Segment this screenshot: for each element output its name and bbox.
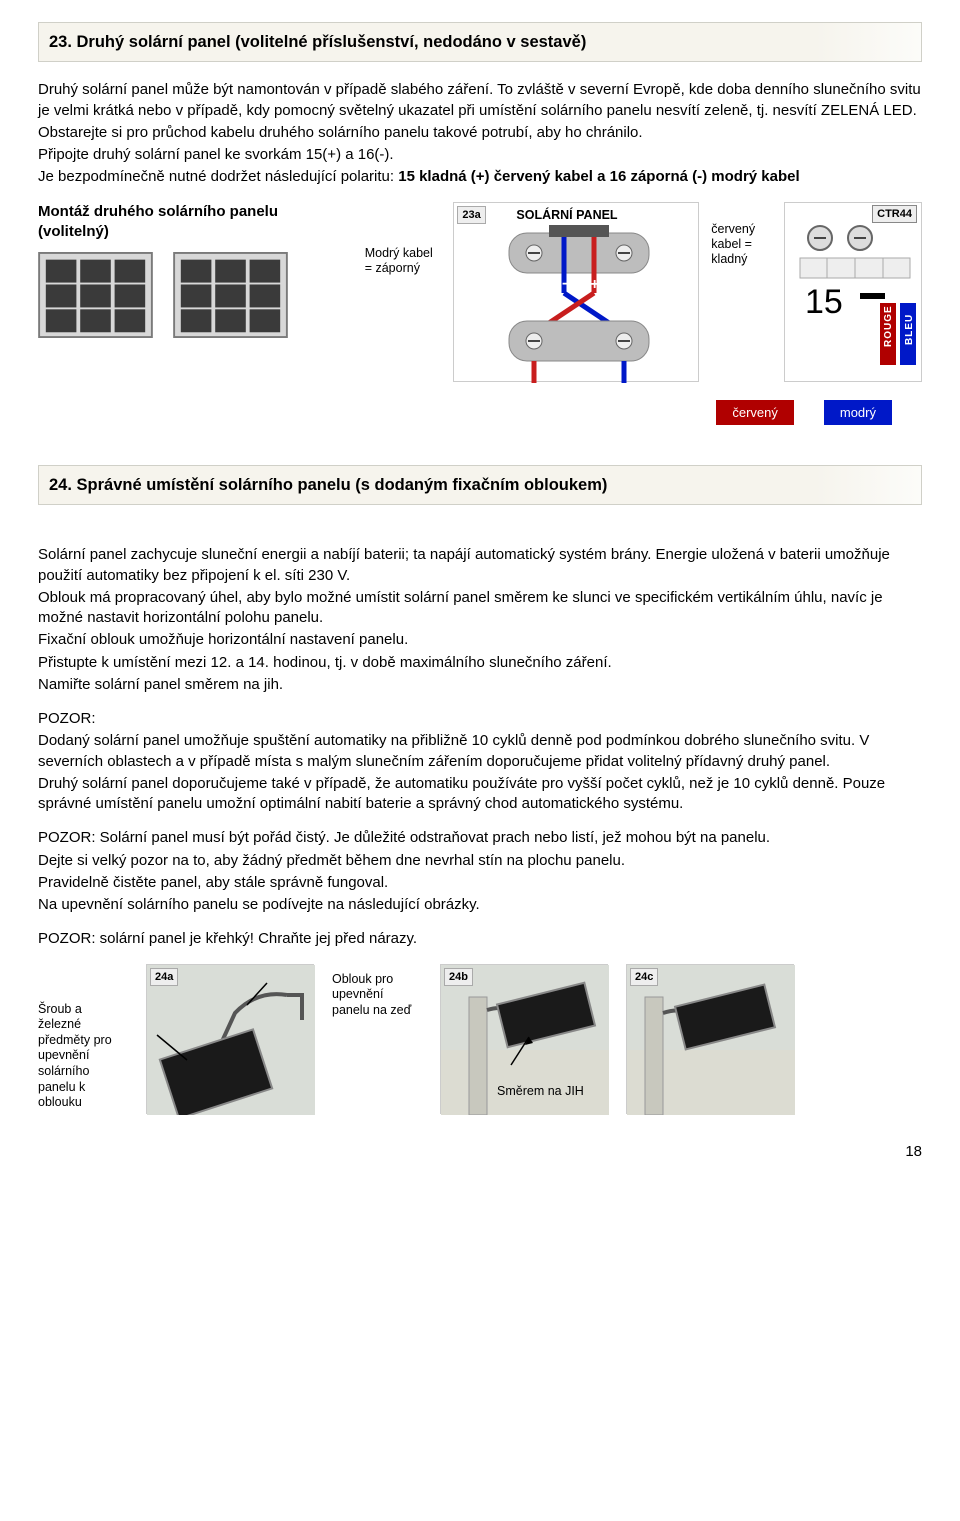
- ctr-svg: 15: [785, 203, 925, 383]
- figure-24a: 24a: [146, 964, 314, 1114]
- two-solar-panels: [38, 252, 353, 338]
- terminal-svg: − +: [454, 203, 704, 383]
- s24-p6: Dejte si velký pozor na to, aby žádný př…: [38, 851, 922, 871]
- section-23-title: 23. Druhý solární panel (volitelné přísl…: [49, 33, 586, 51]
- svg-text:15: 15: [805, 283, 843, 321]
- s24-pozor2-block: POZOR: Solární panel musí být pořád čist…: [38, 828, 922, 915]
- s24-pozor1: POZOR: Dodaný solární panel umožňuje spu…: [38, 709, 922, 814]
- s24-p5: Namiřte solární panel směrem na jih.: [38, 675, 922, 695]
- s24-pozor3: POZOR: solární panel je křehký! Chraňte …: [38, 929, 922, 949]
- red-swatch: červený: [716, 400, 794, 426]
- fig-24c-tag: 24c: [630, 968, 658, 987]
- caption-24a-left: Šroub a železné předměty pro upevnění so…: [38, 964, 128, 1111]
- solar-panel-icon: [173, 252, 288, 338]
- s23-p3: Připojte druhý solární panel ke svorkám …: [38, 145, 922, 165]
- blue-swatch: modrý: [824, 400, 892, 426]
- s23-p4: Je bezpodmínečně nutné dodržet následují…: [38, 167, 922, 187]
- caption-blue-cable: Modrý kabel = záporný: [365, 202, 442, 276]
- figure-24c: 24c: [626, 964, 794, 1114]
- fig-24a-tag: 24a: [150, 968, 178, 987]
- s24-p1: Solární panel zachycuje sluneční energii…: [38, 545, 922, 586]
- s24-p2: Oblouk má propracovaný úhel, aby bylo mo…: [38, 588, 922, 629]
- section-24-title: 24. Správné umístění solárního panelu (s…: [49, 476, 607, 494]
- s23-p2: Obstarejte si pro průchod kabelu druhého…: [38, 123, 922, 143]
- fig24c-svg: [627, 965, 795, 1115]
- solar-panel-icon: [38, 252, 153, 338]
- s24-pozor3-block: POZOR: solární panel je křehký! Chraňte …: [38, 929, 922, 949]
- terminal-diagram: 23a SOLÁRNÍ PANEL − +: [453, 202, 699, 382]
- caption-24a-right: Oblouk pro upevnění panelu na zeď: [332, 964, 422, 1019]
- s24-p4: Přistupte k umístění mezi 12. a 14. hodi…: [38, 653, 922, 673]
- s24-p3: Fixační oblouk umožňuje horizontální nas…: [38, 630, 922, 650]
- svg-text:+: +: [590, 276, 599, 293]
- mounting-figures-row: Šroub a železné předměty pro upevnění so…: [38, 964, 922, 1114]
- s24-p8: Na upevnění solárního panelu se podívejt…: [38, 895, 922, 915]
- color-legend-row: červený modrý: [38, 400, 922, 426]
- s24-pozor1b: Druhý solární panel doporučujeme také v …: [38, 774, 922, 815]
- s23-p1: Druhý solární panel může být namontován …: [38, 80, 922, 121]
- svg-text:−: −: [562, 276, 571, 293]
- fig24a-svg: [147, 965, 315, 1115]
- rouge-text: ROUGE: [882, 305, 896, 347]
- controller-diagram: CTR44 15 ROUGE BLEU: [784, 202, 922, 382]
- section-23-body: Druhý solární panel může být namontován …: [38, 80, 922, 187]
- s24-pozor1a: Dodaný solární panel umožňuje spuštění a…: [38, 731, 922, 772]
- section-23-header: 23. Druhý solární panel (volitelné přísl…: [38, 22, 922, 62]
- figure-24b: 24b Směrem na JIH: [440, 964, 608, 1114]
- montage-row: Montáž druhého solárního panelu (volitel…: [38, 202, 922, 382]
- section-24-header: 24. Správné umístění solárního panelu (s…: [38, 465, 922, 505]
- s24-pozor1h: POZOR:: [38, 709, 922, 729]
- caption-24b: Směrem na JIH: [497, 1084, 584, 1099]
- fig-24b-tag: 24b: [444, 968, 473, 987]
- bleu-text: BLEU: [903, 314, 917, 345]
- montage-label: Montáž druhého solárního panelu (volitel…: [38, 202, 353, 243]
- page-number: 18: [38, 1142, 922, 1162]
- s24-block1: Solární panel zachycuje sluneční energii…: [38, 545, 922, 695]
- caption-red-cable: červený kabel = kladný: [711, 202, 772, 267]
- s24-p7: Pravidelně čistěte panel, aby stále sprá…: [38, 873, 922, 893]
- montage-left: Montáž druhého solárního panelu (volitel…: [38, 202, 353, 339]
- s24-pozor2: POZOR: Solární panel musí být pořád čist…: [38, 828, 922, 848]
